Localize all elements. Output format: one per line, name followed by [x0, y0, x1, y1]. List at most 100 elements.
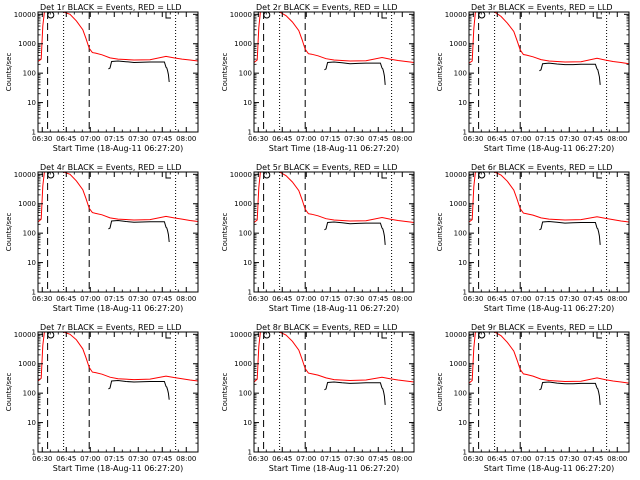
chart-title: Det 9r BLACK = Events, RED = LLD — [471, 323, 613, 332]
chart-title: Det 1r BLACK = Events, RED = LLD — [40, 3, 182, 12]
x-tick-label: 06:30 — [463, 135, 483, 143]
x-tick-label: 07:00 — [511, 135, 531, 143]
x-tick-label: 07:30 — [128, 295, 148, 303]
chart-title: Det 4r BLACK = Events, RED = LLD — [40, 163, 182, 172]
y-tick-label: 1000 — [18, 40, 36, 48]
y-axis-label: Counts/sec — [436, 373, 444, 412]
x-tick-label: 07:00 — [80, 455, 100, 463]
x-tick-label: 06:30 — [32, 135, 52, 143]
chart-panel-7: Det 7r BLACK = Events, RED = LLD 1 10 100 10… — [5, 323, 199, 473]
x-tick-label: 07:30 — [559, 135, 579, 143]
x-axis-label: Start Time (18-Aug-11 06:27:20) — [53, 304, 184, 313]
y-axis-label: Counts/sec — [221, 373, 229, 412]
x-tick-label: 07:00 — [511, 455, 531, 463]
series-line-events — [108, 379, 170, 400]
y-tick-label: 1 — [248, 289, 252, 297]
x-tick-label: 07:00 — [296, 135, 316, 143]
series-line-events — [539, 220, 601, 245]
x-tick-label: 07:15 — [535, 295, 555, 303]
x-tick-label: 08:00 — [176, 455, 196, 463]
x-axis-label: Start Time (18-Aug-11 06:27:20) — [269, 144, 400, 153]
x-tick-label: 07:45 — [368, 455, 388, 463]
y-tick-label: 1 — [248, 449, 252, 457]
y-tick-label: 10000 — [14, 11, 36, 19]
y-tick-label: 1 — [463, 449, 467, 457]
y-axis-label: Counts/sec — [5, 53, 13, 92]
x-axis-label: Start Time (18-Aug-11 06:27:20) — [269, 304, 400, 313]
x-tick-label: 06:30 — [32, 455, 52, 463]
x-tick-label: 06:30 — [463, 295, 483, 303]
bracket-marker — [381, 12, 387, 19]
x-tick-label: 07:00 — [296, 295, 316, 303]
bracket-marker — [596, 12, 602, 19]
x-axis-label: Start Time (18-Aug-11 06:27:20) — [53, 144, 184, 153]
y-tick-label: 10000 — [230, 171, 252, 179]
y-tick-label: 10000 — [230, 11, 252, 19]
y-tick-label: 100 — [454, 70, 467, 78]
y-tick-label: 10 — [27, 419, 36, 427]
series-line-events — [539, 62, 601, 85]
y-tick-label: 100 — [23, 230, 36, 238]
axes-frame — [253, 331, 415, 453]
series-line-lld — [38, 172, 198, 223]
series-line-events — [539, 381, 601, 405]
x-tick-label: 07:15 — [320, 135, 340, 143]
y-tick-label: 100 — [23, 390, 36, 398]
x-tick-label: 06:45 — [272, 455, 292, 463]
x-axis-label: Start Time (18-Aug-11 06:27:20) — [484, 304, 615, 313]
series-line-lld — [254, 172, 414, 223]
chart-panel-6: Det 6r BLACK = Events, RED = LLD 1 10 100 10… — [436, 163, 630, 313]
series-line-lld — [254, 12, 414, 63]
x-tick-label: 07:15 — [104, 295, 124, 303]
chart-panel-2: Det 2r BLACK = Events, RED = LLD 1 10 100 10… — [221, 3, 415, 153]
chart-panel-5: Det 5r BLACK = Events, RED = LLD 1 10 100 10… — [221, 163, 415, 313]
y-tick-label: 1000 — [449, 360, 467, 368]
bracket-marker — [381, 172, 387, 179]
x-tick-label: 06:45 — [272, 135, 292, 143]
x-tick-label: 07:15 — [104, 135, 124, 143]
y-tick-label: 1 — [463, 289, 467, 297]
x-axis-label: Start Time (18-Aug-11 06:27:20) — [484, 144, 615, 153]
y-tick-label: 10000 — [14, 331, 36, 339]
y-tick-label: 100 — [239, 390, 252, 398]
y-tick-label: 1 — [463, 129, 467, 137]
axes-frame — [468, 11, 630, 133]
x-tick-label: 08:00 — [607, 295, 627, 303]
circle-marker — [263, 171, 271, 179]
chart-title: Det 7r BLACK = Events, RED = LLD — [40, 323, 182, 332]
x-tick-label: 08:00 — [607, 455, 627, 463]
x-tick-label: 08:00 — [392, 295, 412, 303]
x-tick-label: 07:30 — [344, 135, 364, 143]
chart-panel-9: Det 9r BLACK = Events, RED = LLD 1 10 100 10… — [436, 323, 630, 473]
chart-panel-1: Det 1r BLACK = Events, RED = LLD 1 10 100 10… — [5, 3, 199, 153]
x-tick-label: 07:30 — [344, 455, 364, 463]
x-axis-label: Start Time (18-Aug-11 06:27:20) — [269, 464, 400, 473]
x-tick-label: 08:00 — [176, 295, 196, 303]
chart-title: Det 6r BLACK = Events, RED = LLD — [471, 163, 613, 172]
axes-frame — [468, 171, 630, 293]
x-tick-label: 07:00 — [511, 295, 531, 303]
series-line-lld — [469, 332, 629, 384]
y-tick-label: 1 — [248, 129, 252, 137]
bracket-marker — [165, 172, 171, 179]
y-tick-label: 10 — [27, 99, 36, 107]
y-tick-label: 1000 — [18, 360, 36, 368]
y-tick-label: 10 — [243, 99, 252, 107]
circle-marker — [47, 171, 55, 179]
x-tick-label: 07:45 — [152, 455, 172, 463]
y-tick-label: 1000 — [449, 40, 467, 48]
y-tick-label: 100 — [239, 230, 252, 238]
x-tick-label: 07:30 — [128, 135, 148, 143]
x-tick-label: 07:45 — [368, 135, 388, 143]
y-tick-label: 1 — [32, 129, 36, 137]
circle-marker — [263, 11, 271, 19]
circle-marker — [47, 331, 55, 339]
y-tick-label: 1000 — [234, 40, 252, 48]
x-tick-label: 07:30 — [128, 455, 148, 463]
x-tick-label: 07:15 — [320, 455, 340, 463]
y-tick-label: 1000 — [18, 200, 36, 208]
x-tick-label: 07:45 — [368, 295, 388, 303]
y-tick-label: 100 — [454, 230, 467, 238]
x-tick-label: 06:45 — [56, 455, 76, 463]
